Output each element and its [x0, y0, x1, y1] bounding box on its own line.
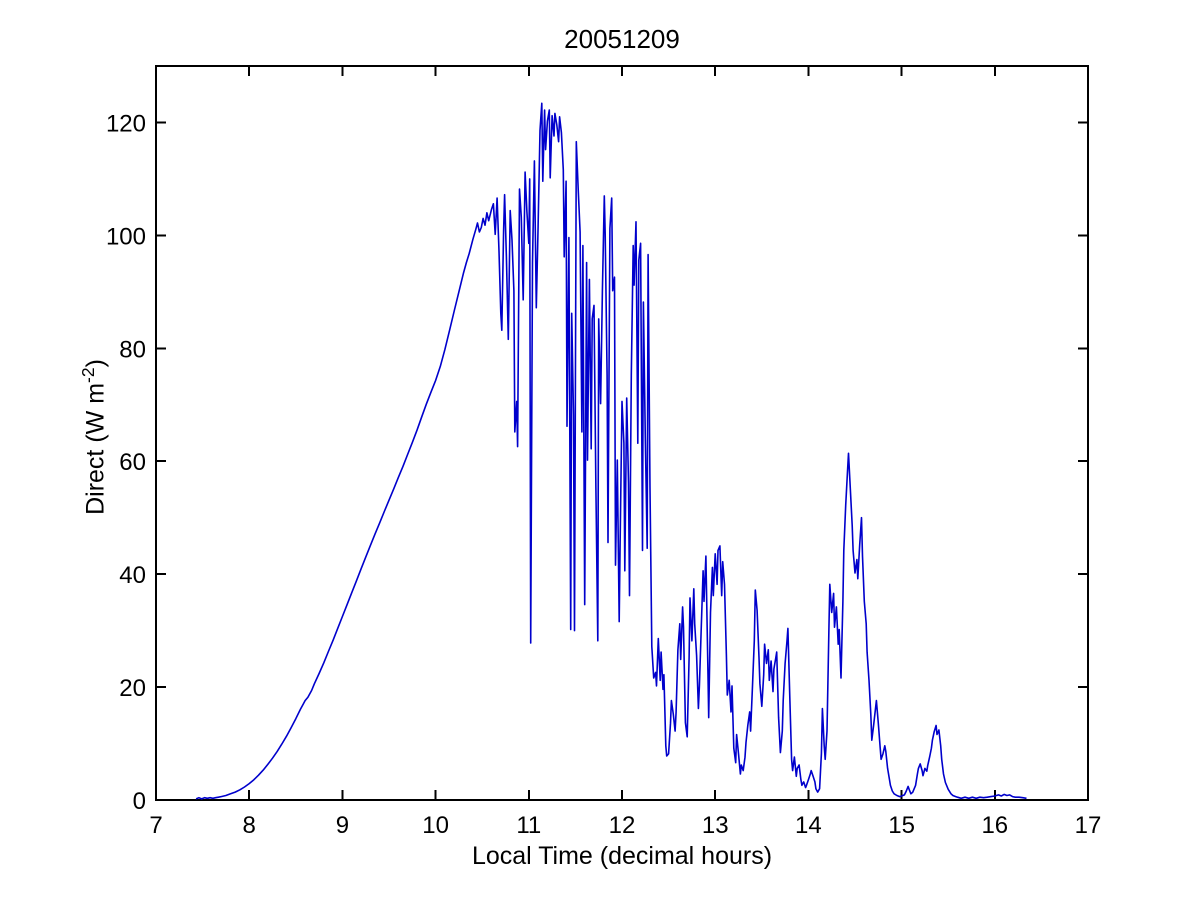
- x-tick-label: 7: [149, 812, 162, 839]
- x-tick-label: 8: [243, 812, 256, 839]
- y-axis-label-suffix: ): [81, 359, 110, 368]
- chart-title: 20051209: [564, 24, 680, 54]
- x-tick-label: 16: [981, 812, 1008, 839]
- x-axis-label: Local Time (decimal hours): [471, 842, 773, 870]
- y-axis-label-exponent: -2: [78, 367, 98, 383]
- x-tick-label: 13: [702, 812, 729, 839]
- y-tick-label: 0: [133, 788, 146, 815]
- data-line-direct-irradiance: [195, 102, 1027, 800]
- y-tick-label: 100: [106, 223, 146, 250]
- y-tick-label: 60: [119, 449, 146, 476]
- x-tick-label: 14: [795, 812, 822, 839]
- y-tick-label: 40: [119, 562, 146, 589]
- y-axis-label-text: Direct (W m: [81, 382, 110, 515]
- y-tick-label: 120: [106, 110, 146, 137]
- x-tick-label: 15: [888, 812, 915, 839]
- y-axis-label: Direct (W m-2): [66, 287, 110, 587]
- y-tick-label: 20: [119, 675, 146, 702]
- y-tick-label: 80: [119, 336, 146, 363]
- x-tick-label: 9: [336, 812, 349, 839]
- x-tick-label: 10: [422, 812, 449, 839]
- x-tick-label: 12: [609, 812, 636, 839]
- x-tick-label: 17: [1075, 812, 1102, 839]
- x-tick-label: 11: [516, 812, 541, 839]
